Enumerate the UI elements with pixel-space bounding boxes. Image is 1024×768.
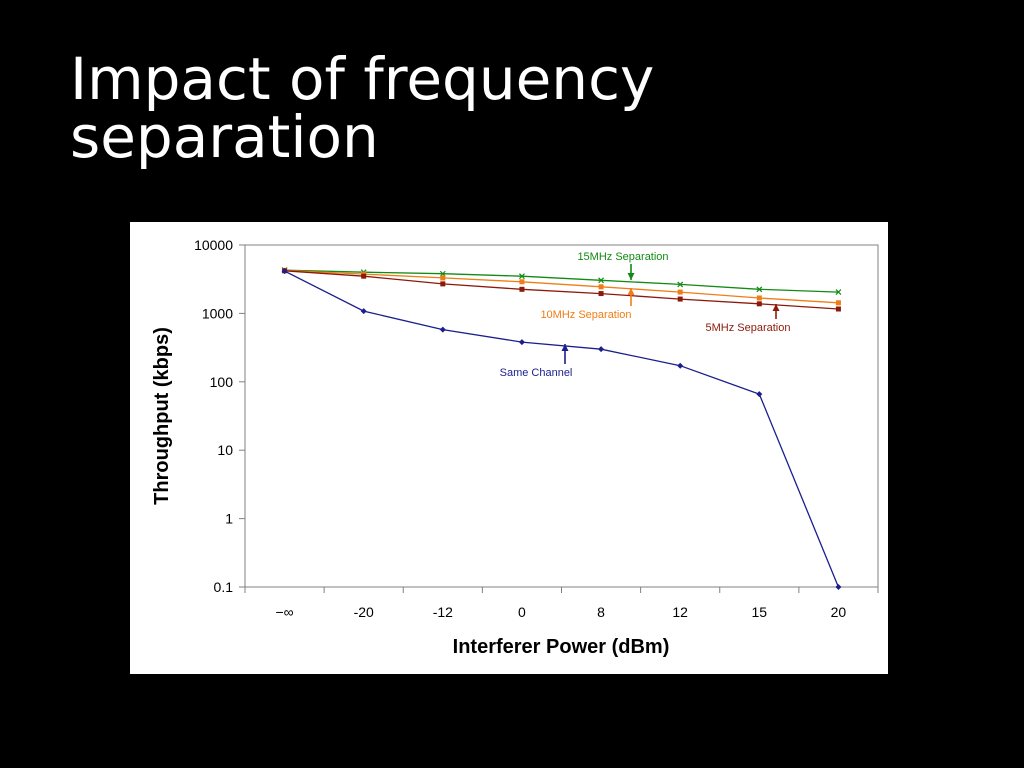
data-point: [835, 289, 842, 296]
annotation-0: 15MHz Separation: [577, 251, 669, 280]
data-point: [439, 270, 446, 277]
annotation-arrow-head: [627, 273, 635, 280]
data-point: [439, 326, 446, 333]
data-point: [519, 286, 525, 292]
annotation-label: Same Channel: [500, 367, 573, 379]
annotation-label: 15MHz Separation: [577, 251, 668, 263]
data-point: [360, 308, 367, 315]
data-point: [519, 273, 525, 280]
data-point: [677, 281, 684, 288]
x-tick-label: 12: [672, 604, 688, 620]
y-tick-label: 10000: [194, 237, 233, 253]
y-tick-label: 1: [225, 511, 233, 527]
x-tick-label: 15: [752, 604, 768, 620]
data-point: [440, 275, 446, 281]
annotation-1: 10MHz Separation: [540, 288, 635, 321]
data-point: [835, 300, 841, 306]
y-tick-label: 0.1: [214, 579, 234, 595]
y-axis-title: Throughput (kbps): [151, 327, 173, 505]
data-point: [518, 339, 525, 346]
x-tick-label: −∞: [275, 604, 293, 620]
x-tick-label: -20: [354, 604, 374, 620]
series-line: [284, 269, 839, 304]
y-tick-label: 1000: [202, 305, 233, 321]
data-point: [519, 279, 525, 285]
annotation-arrow-head: [627, 288, 635, 295]
series-line: [284, 269, 839, 293]
data-point: [756, 391, 763, 398]
x-tick-label: 0: [518, 604, 526, 620]
y-tick-label: 100: [210, 374, 234, 390]
annotation-arrow-head: [772, 304, 780, 311]
data-point: [598, 284, 604, 290]
annotation-3: Same Channel: [500, 344, 573, 379]
data-point: [677, 296, 683, 302]
slide-title-line-2: separation: [70, 103, 379, 171]
x-tick-label: 8: [597, 604, 605, 620]
plot-area: [244, 244, 879, 588]
data-point: [361, 273, 367, 279]
slide-title: Impact of frequency separation: [70, 50, 970, 166]
data-point: [281, 268, 288, 275]
slide-title-line-1: Impact of frequency: [70, 45, 655, 113]
data-point: [598, 277, 604, 284]
x-tick-label: -12: [433, 604, 453, 620]
data-point: [835, 584, 842, 590]
series-line: [284, 270, 839, 310]
data-point: [677, 362, 684, 369]
x-axis-title: Interferer Power (dBm): [453, 636, 670, 658]
data-point: [598, 346, 605, 353]
y-tick-label: 10: [217, 442, 233, 458]
annotation-arrow-head: [561, 344, 569, 351]
annotation-label: 10MHz Separation: [540, 309, 631, 321]
data-point: [598, 291, 604, 297]
data-point: [835, 306, 841, 312]
series-line: [284, 270, 840, 588]
annotation-2: 5MHz Separation: [706, 304, 791, 334]
x-tick-label: 20: [831, 604, 847, 620]
annotation-label: 5MHz Separation: [706, 322, 791, 334]
data-point: [440, 281, 446, 287]
series-3: [281, 268, 842, 590]
throughput-chart: 10000 1000 100 10 1 0.1 −∞ -20 -12 0 8 12 15 20 15MHz…: [151, 237, 879, 658]
data-point: [677, 289, 683, 295]
data-point: [756, 295, 762, 301]
data-point: [756, 286, 763, 293]
data-point: [756, 301, 762, 307]
chart-panel: 10000 1000 100 10 1 0.1 −∞ -20 -12 0 8 12 15 20 15MHz…: [130, 222, 888, 674]
